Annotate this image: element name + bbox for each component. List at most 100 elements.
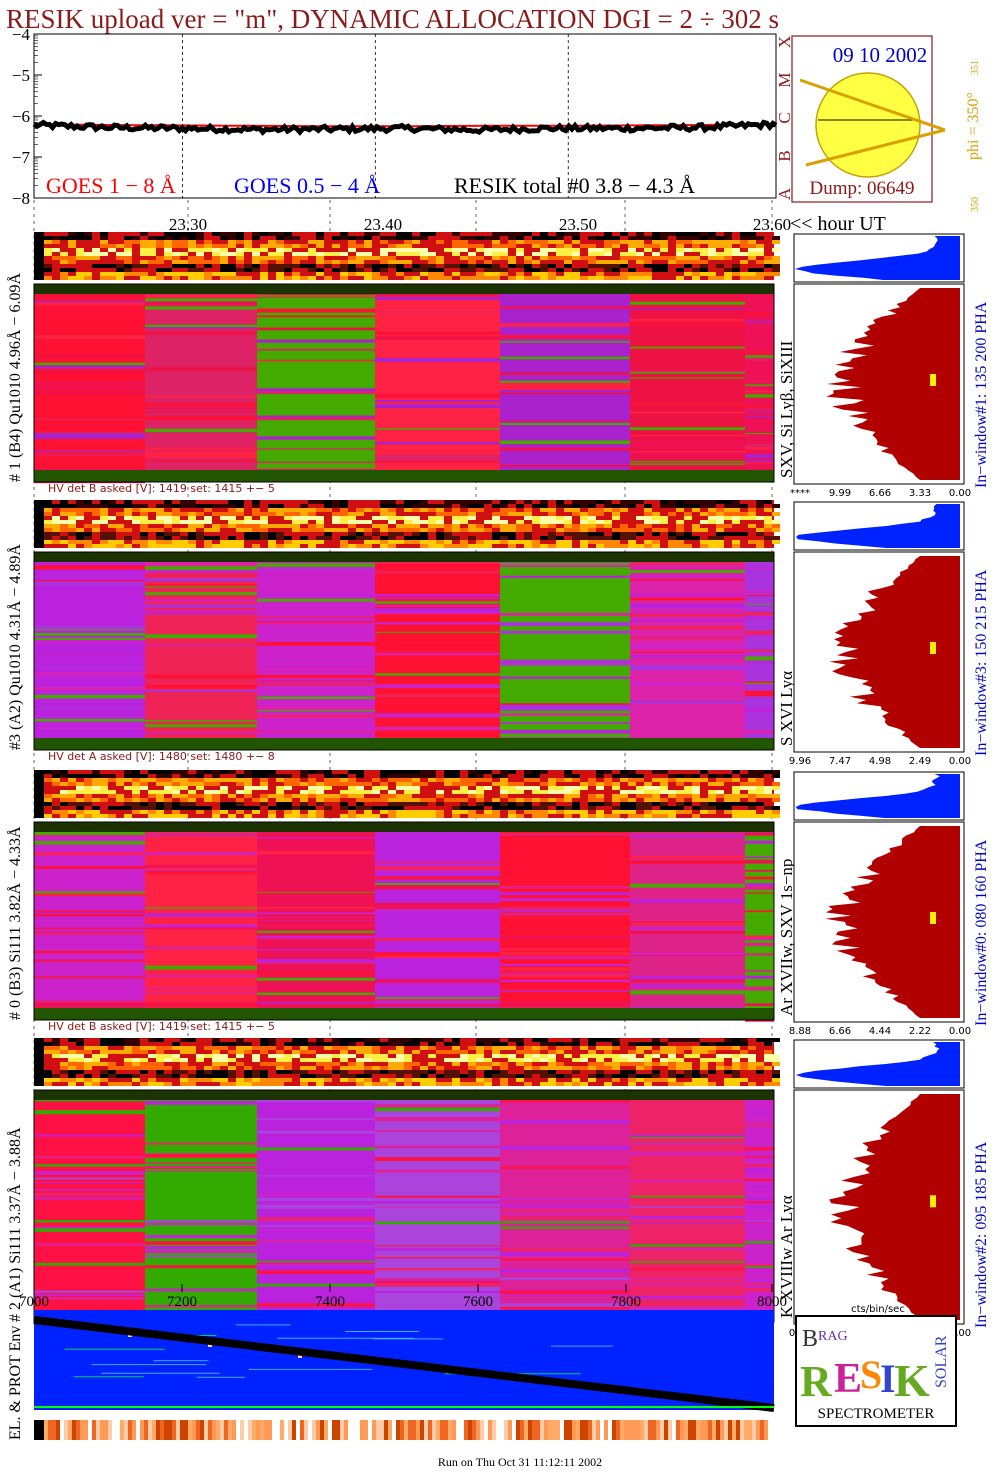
heat-cell bbox=[84, 508, 92, 512]
heat-cell bbox=[292, 1050, 300, 1054]
goes-class-letter: A bbox=[775, 187, 794, 200]
heat-cell bbox=[668, 1074, 676, 1078]
spectrogram-line bbox=[375, 597, 500, 599]
spectrogram-line bbox=[375, 887, 500, 890]
heat-cell bbox=[316, 1054, 324, 1058]
heat-cell bbox=[380, 1054, 388, 1058]
heat-cell bbox=[164, 786, 172, 790]
heat-cell bbox=[596, 1070, 604, 1074]
heat-cell bbox=[676, 540, 684, 544]
heat-cell bbox=[124, 802, 132, 806]
spectrogram-line bbox=[500, 657, 630, 660]
heat-cell bbox=[444, 782, 452, 786]
spectrogram-line bbox=[630, 321, 745, 325]
heat-cell bbox=[396, 1078, 404, 1082]
heat-cell bbox=[244, 264, 252, 268]
env-strip-cell bbox=[228, 1420, 232, 1440]
heat-cell bbox=[580, 536, 588, 540]
heat-cell bbox=[620, 778, 628, 782]
spectrogram-line bbox=[257, 303, 375, 308]
spectrogram-line bbox=[375, 656, 500, 660]
heat-cell bbox=[340, 1054, 348, 1058]
heat-cell bbox=[84, 544, 92, 548]
env-strip-cell bbox=[216, 1420, 220, 1440]
heat-cell bbox=[100, 500, 108, 504]
heat-cell bbox=[196, 524, 204, 528]
spectrogram-line bbox=[257, 436, 375, 440]
heat-cell bbox=[212, 798, 220, 802]
heat-cell bbox=[292, 520, 300, 524]
heat-cell bbox=[188, 232, 196, 236]
heat-cell bbox=[492, 504, 500, 508]
env-panel: EL. & PROT Env bbox=[7, 1310, 775, 1440]
heat-cell bbox=[684, 774, 692, 778]
heat-cell bbox=[772, 782, 780, 786]
time-tick-label: 7000 bbox=[19, 1294, 49, 1310]
logo-fine-print bbox=[798, 1428, 954, 1442]
heat-cell bbox=[756, 814, 764, 818]
pha-tick-label: 4.98 bbox=[869, 756, 891, 767]
spectrogram-line bbox=[145, 852, 257, 855]
heat-cell bbox=[628, 256, 636, 260]
heat-cell bbox=[580, 256, 588, 260]
heat-cell bbox=[548, 236, 556, 240]
spectrogram-line bbox=[257, 348, 375, 351]
spectrogram-line bbox=[257, 706, 375, 711]
spectrogram-line bbox=[34, 931, 145, 934]
heat-cell bbox=[396, 1054, 404, 1058]
heat-cell bbox=[548, 544, 556, 548]
heat-cell bbox=[268, 544, 276, 548]
heat-cell bbox=[332, 1070, 340, 1074]
heat-cell bbox=[580, 268, 588, 272]
pha-tick-label: 2.22 bbox=[909, 1026, 931, 1037]
heat-cell bbox=[692, 276, 700, 280]
heat-cell bbox=[588, 1054, 596, 1058]
heat-cell bbox=[492, 240, 500, 244]
spectrogram-line bbox=[375, 936, 500, 939]
heat-cell bbox=[244, 524, 252, 528]
spectrogram-line bbox=[500, 947, 630, 951]
heat-cell bbox=[524, 810, 532, 814]
heat-cell bbox=[148, 802, 156, 806]
heat-cell bbox=[52, 504, 60, 508]
spectrogram-line bbox=[145, 1241, 257, 1245]
heat-cell bbox=[92, 520, 100, 524]
heat-cell bbox=[204, 782, 212, 786]
heat-cell bbox=[228, 272, 236, 276]
heat-cell bbox=[588, 252, 596, 256]
spectrogram-line bbox=[745, 1280, 774, 1283]
heat-cell bbox=[580, 814, 588, 818]
heat-cell bbox=[628, 774, 636, 778]
spectrogram-line bbox=[745, 659, 774, 664]
heat-cell bbox=[396, 272, 404, 276]
heat-cell bbox=[180, 232, 188, 236]
heat-cell bbox=[492, 520, 500, 524]
heat-cell bbox=[268, 524, 276, 528]
spectrogram-line bbox=[375, 570, 500, 574]
heat-cell bbox=[420, 1046, 428, 1050]
heat-cell bbox=[500, 790, 508, 794]
spectrogram-line bbox=[375, 653, 500, 656]
heat-cell bbox=[260, 1050, 268, 1054]
heat-cell bbox=[604, 520, 612, 524]
heat-cell bbox=[284, 786, 292, 790]
heat-cell bbox=[460, 516, 468, 520]
heat-cell bbox=[204, 508, 212, 512]
heat-cell bbox=[188, 504, 196, 508]
heat-cell bbox=[412, 1070, 420, 1074]
spectrogram-line bbox=[145, 604, 257, 608]
heat-cell bbox=[380, 536, 388, 540]
spectrogram-line bbox=[145, 1166, 257, 1169]
heat-cell bbox=[316, 516, 324, 520]
heat-cell bbox=[316, 1082, 324, 1086]
heat-cell bbox=[364, 272, 372, 276]
spectrogram-line bbox=[500, 704, 630, 709]
heat-cell bbox=[196, 256, 204, 260]
heat-cell bbox=[52, 806, 60, 810]
heat-cell bbox=[164, 540, 172, 544]
heat-cell bbox=[332, 1038, 340, 1042]
heat-cell bbox=[764, 264, 772, 268]
heat-cell bbox=[524, 806, 532, 810]
spectrogram-line bbox=[630, 860, 745, 864]
spectrogram-line bbox=[745, 381, 774, 384]
